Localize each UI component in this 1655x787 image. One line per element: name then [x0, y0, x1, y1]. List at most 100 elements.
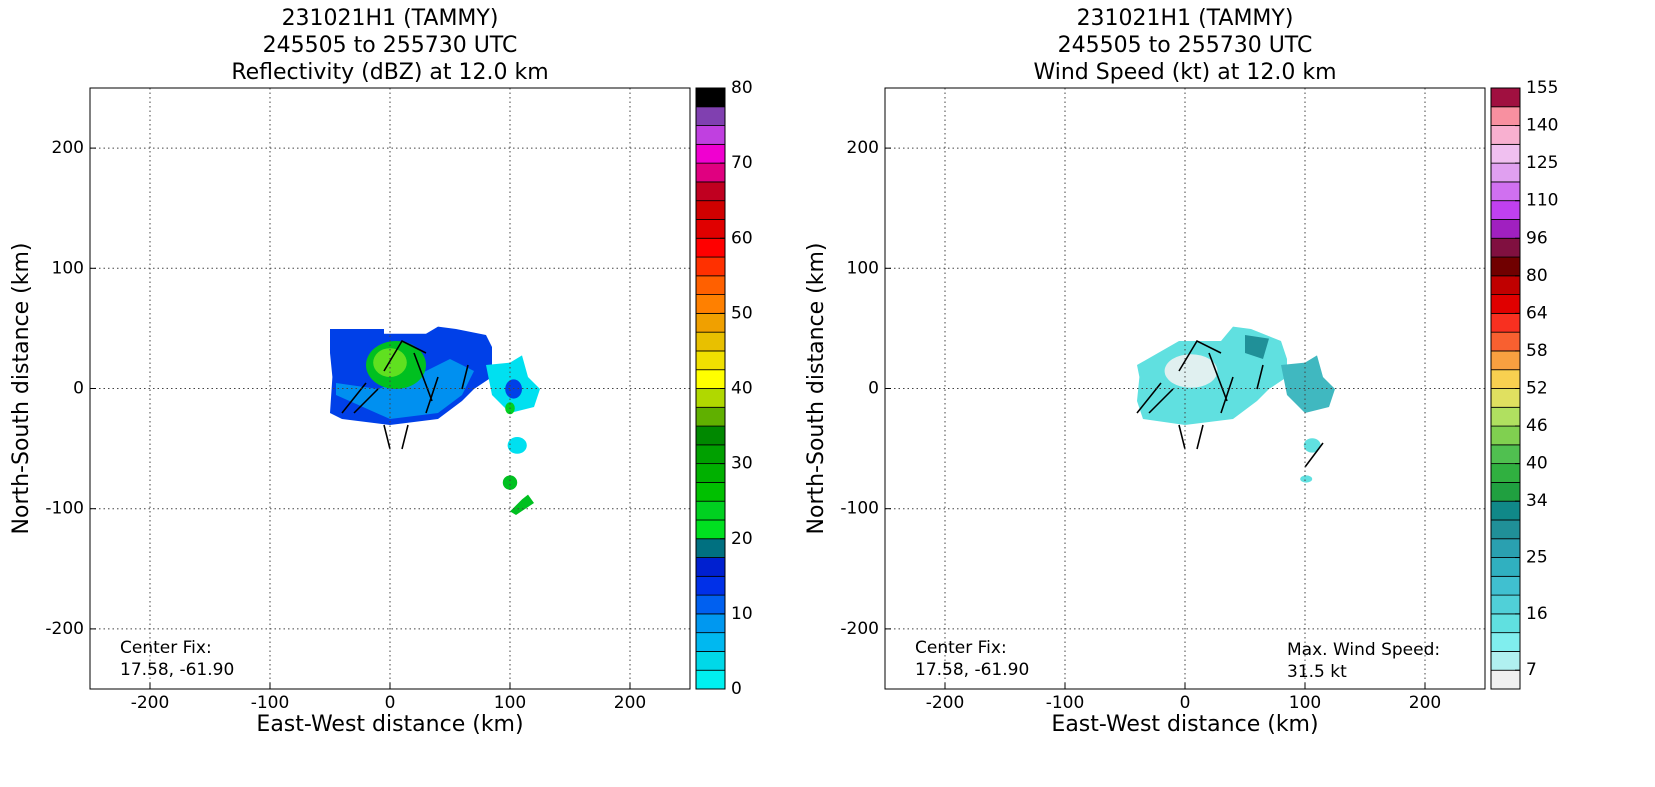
colorbar-tick-label: 52 — [1526, 379, 1548, 399]
chart-title: 231021H1 (TAMMY) — [282, 6, 499, 31]
y-tick-label: -100 — [45, 499, 84, 519]
colorbar-segment — [1490, 632, 1521, 652]
colorbar-segment — [695, 237, 726, 258]
colorbar-segment — [1490, 87, 1521, 108]
colorbar-segment — [695, 594, 726, 615]
colorbar-segment — [1490, 350, 1521, 371]
colorbar-segment — [695, 557, 726, 577]
annotation: 17.58, -61.90 — [120, 660, 234, 680]
colorbar-segment — [1490, 613, 1521, 634]
chart-title: Wind Speed (kt) at 12.0 km — [1033, 60, 1336, 85]
colorbar-segment — [695, 519, 726, 540]
x-tick-label: 100 — [1289, 693, 1321, 713]
colorbar-tick-label: 140 — [1526, 116, 1558, 136]
colorbar-tick-label: 58 — [1526, 341, 1548, 361]
y-tick-label: -100 — [840, 499, 879, 519]
colorbar-tick-label: 25 — [1526, 548, 1548, 568]
wind-speed-field — [1136, 326, 1335, 483]
colorbar-segment — [695, 350, 726, 371]
annotation: 31.5 kt — [1287, 662, 1347, 682]
colorbar-segment — [695, 575, 726, 596]
colorbar-segment — [695, 669, 726, 690]
colorbar-tick-label: 10 — [731, 604, 753, 624]
annotation: Center Fix: — [915, 638, 1007, 658]
colorbar-tick-label: 125 — [1526, 153, 1558, 173]
colorbar-segment — [1490, 651, 1521, 671]
colorbar-segment — [1490, 369, 1521, 389]
x-tick-label: -100 — [251, 693, 290, 713]
colorbar-segment — [1490, 444, 1521, 465]
colorbar-tick-label: 40 — [731, 379, 753, 399]
colorbar-tick-label: 7 — [1526, 660, 1537, 680]
colorbar-segment — [695, 632, 726, 652]
y-tick-label: 100 — [847, 258, 879, 278]
colorbar-segment — [695, 463, 726, 483]
y-tick-label: 200 — [847, 138, 879, 158]
colorbar-segment — [1490, 388, 1521, 408]
colorbar-tick-label: 80 — [1526, 266, 1548, 286]
colorbar-segment — [695, 125, 726, 145]
colorbar-tick-label: 46 — [1526, 416, 1548, 436]
colorbar-segment — [1490, 669, 1521, 690]
colorbar-tick-label: 155 — [1526, 78, 1558, 98]
colorbar-segment — [1490, 406, 1521, 427]
colorbar-tick-label: 20 — [731, 529, 753, 549]
colorbar-segment — [695, 500, 726, 521]
colorbar-tick-label: 64 — [1526, 303, 1548, 323]
colorbar-segment — [695, 406, 726, 427]
chart-title: 245505 to 255730 UTC — [263, 33, 518, 58]
y-tick-label: 0 — [868, 379, 879, 399]
colorbar-segment — [1490, 594, 1521, 615]
colorbar-segment — [695, 388, 726, 408]
colorbar-tick-label: 96 — [1526, 228, 1548, 248]
y-tick-label: -200 — [840, 619, 879, 639]
colorbar-tick-label: 30 — [731, 454, 753, 474]
colorbar-segment — [695, 331, 726, 352]
colorbar-segment — [1490, 237, 1521, 258]
reflectivity-field — [330, 326, 540, 515]
colorbar-segment — [695, 106, 726, 126]
colorbar-segment — [1490, 519, 1521, 540]
y-tick-label: 100 — [52, 258, 84, 278]
colorbar-tick-label: 16 — [1526, 604, 1548, 624]
colorbar-segment — [1490, 275, 1521, 295]
colorbar-segment — [1490, 162, 1521, 183]
x-tick-label: 100 — [494, 693, 526, 713]
colorbar-segment — [1490, 143, 1521, 164]
annotation: Center Fix: — [120, 638, 212, 658]
colorbar-segment — [1490, 256, 1521, 277]
y-tick-label: 200 — [52, 138, 84, 158]
y-tick-label: -200 — [45, 619, 84, 639]
chart-title: 231021H1 (TAMMY) — [1077, 6, 1294, 31]
colorbar-segment — [1490, 331, 1521, 352]
colorbar-segment — [695, 275, 726, 295]
colorbar-segment — [1490, 575, 1521, 596]
colorbar-segment — [695, 143, 726, 164]
colorbar-segment — [1490, 482, 1521, 502]
y-tick-label: 0 — [73, 379, 84, 399]
colorbar-segment — [695, 425, 726, 446]
chart-title: 245505 to 255730 UTC — [1058, 33, 1313, 58]
x-axis-label: East-West distance (km) — [1051, 712, 1318, 737]
x-tick-label: 0 — [1180, 693, 1191, 713]
colorbar-segment — [1490, 538, 1521, 558]
colorbar-segment — [695, 87, 726, 108]
chart-title: Reflectivity (dBZ) at 12.0 km — [231, 60, 548, 85]
colorbar-tick-label: 50 — [731, 303, 753, 323]
colorbar-segment — [695, 651, 726, 671]
colorbar-segment — [1490, 181, 1521, 202]
x-tick-label: -200 — [131, 693, 170, 713]
x-tick-label: 200 — [1409, 693, 1441, 713]
y-axis-label: North-South distance (km) — [804, 243, 829, 535]
colorbar-segment — [695, 294, 726, 314]
x-tick-label: 0 — [385, 693, 396, 713]
plot-frame — [89, 87, 691, 690]
colorbar-segment — [1490, 425, 1521, 446]
colorbar-segment — [695, 256, 726, 277]
colorbar-tick-label: 110 — [1526, 191, 1558, 211]
annotation: Max. Wind Speed: — [1287, 640, 1440, 660]
colorbar-segment — [695, 538, 726, 558]
colorbar-segment — [1490, 557, 1521, 577]
colorbar-segment — [1490, 200, 1521, 220]
